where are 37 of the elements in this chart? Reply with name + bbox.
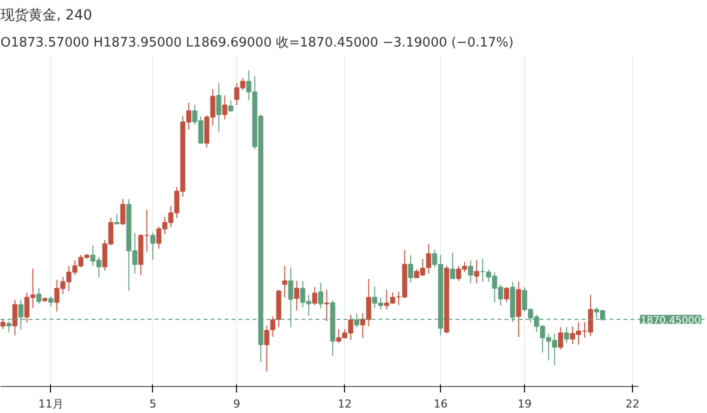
x-tick-label: 11月 [38, 398, 64, 410]
candlestick [426, 243, 432, 274]
x-tick-label: 16 [434, 398, 448, 410]
candlestick [468, 260, 474, 284]
candlestick [450, 252, 456, 280]
x-tick-label: 9 [233, 398, 240, 410]
candlestick [264, 325, 270, 372]
candlestick [0, 318, 6, 330]
candlestick [270, 316, 276, 338]
candlestick [222, 95, 228, 120]
candlestick [150, 232, 156, 260]
annotation: 1870.45000 [640, 315, 701, 326]
candlestick [366, 278, 372, 327]
candlestick [360, 312, 366, 338]
candlestick [504, 286, 510, 303]
x-tick-label: 22 [626, 398, 640, 410]
x-tick-label: 5 [149, 398, 156, 410]
candlestick [558, 326, 564, 350]
candlestick [228, 100, 234, 112]
candlestick [114, 213, 120, 225]
candlestick [282, 265, 288, 298]
candlestick [36, 288, 42, 304]
x-tick-label: 12 [338, 398, 352, 410]
candlestick [312, 286, 318, 306]
candlestick [408, 254, 414, 283]
chart-title: 现货黄金, 240 [0, 8, 92, 24]
candlestick [474, 260, 480, 284]
candlestick [294, 280, 300, 312]
candlestick [564, 326, 570, 344]
candlestick [12, 299, 18, 336]
candlestick [216, 82, 222, 132]
candlestick [120, 198, 126, 226]
candlestick [324, 289, 330, 322]
candlestick [318, 282, 324, 309]
x-tick-label: 19 [518, 398, 532, 410]
chart-subtitle: O1873.57000 H1873.95000 L1869.69000 收=1870.45000 −3.19000 (−0.17%) [0, 36, 514, 50]
candlestick [48, 296, 54, 308]
